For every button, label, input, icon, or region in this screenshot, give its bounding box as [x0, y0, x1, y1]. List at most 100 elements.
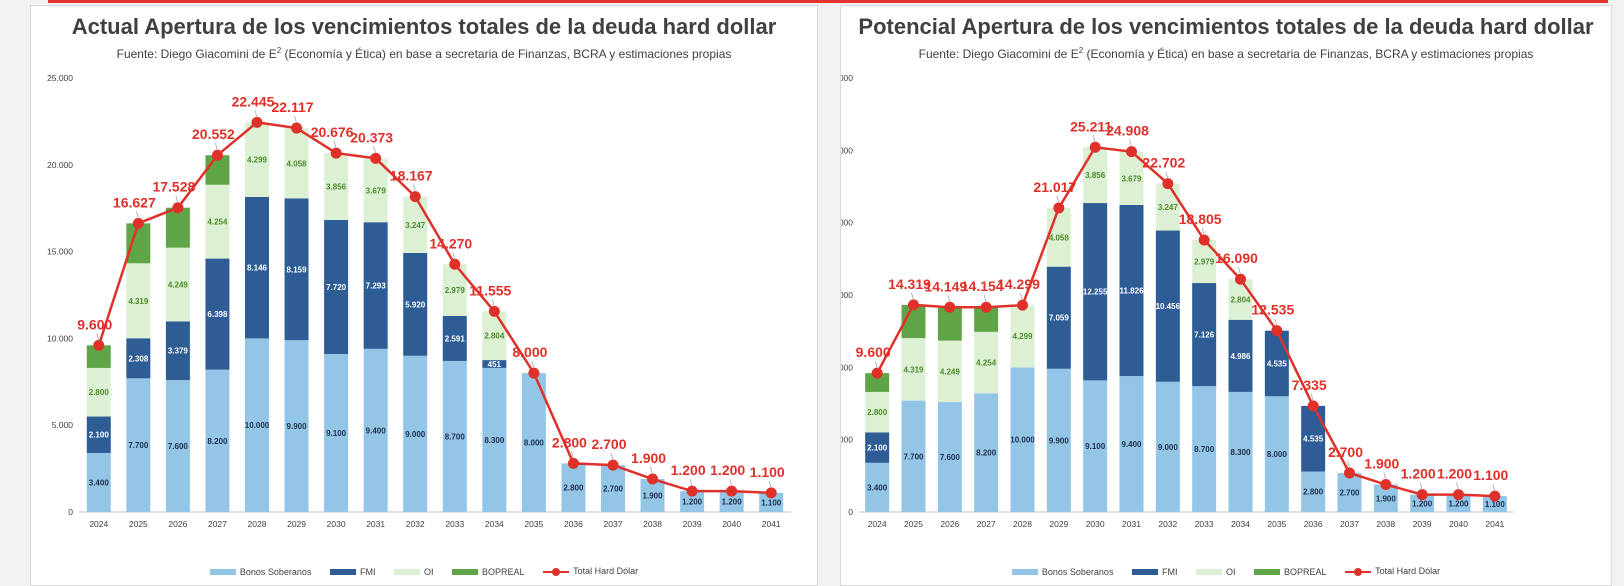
total-leader-line — [571, 451, 574, 459]
data-label-oi: 4.319 — [128, 297, 149, 306]
total-point — [944, 301, 956, 313]
y-tick-label: 0 — [68, 507, 73, 517]
data-label-bonos: 8.000 — [524, 439, 545, 448]
data-label-oi: 4.058 — [1049, 233, 1070, 242]
total-leader-line — [1165, 171, 1169, 179]
bar-fmi — [86, 416, 111, 453]
total-point — [908, 299, 919, 311]
legend-label: FMI — [1161, 566, 1178, 577]
total-data-label: 8.000 — [512, 344, 547, 360]
data-label-bonos: 1.900 — [643, 492, 664, 501]
x-tick-label: 2034 — [485, 519, 504, 529]
total-leader-line — [1492, 483, 1496, 492]
data-label-bonos: 1.200 — [682, 498, 703, 507]
total-point — [172, 202, 184, 214]
total-leader-line — [373, 146, 377, 154]
y-tick-label: 20.000 — [841, 218, 853, 228]
total-data-label: 24.908 — [1106, 123, 1149, 139]
total-point — [567, 457, 579, 469]
total-leader-line — [1238, 267, 1241, 275]
legend-label: OI — [423, 566, 434, 577]
x-tick-label: 2031 — [1122, 519, 1141, 529]
x-tick-label: 2030 — [1086, 519, 1105, 529]
data-label-bonos: 1.200 — [722, 498, 743, 507]
legend-label: Total Hard Dólar — [1375, 566, 1441, 577]
legend-label: Total Hard Dólar — [573, 566, 639, 577]
data-label-bonos: 7.600 — [168, 442, 189, 451]
bar-fmi — [363, 222, 388, 349]
total-leader-line — [689, 479, 693, 487]
total-point — [647, 473, 659, 485]
bar-oi — [974, 331, 999, 394]
bar-oi — [284, 128, 309, 199]
data-label-oi: 2.804 — [484, 332, 505, 341]
total-point — [1416, 489, 1428, 501]
y-tick-label: 25.000 — [841, 145, 853, 155]
legend-label: OI — [1225, 566, 1236, 577]
total-point — [1489, 490, 1501, 502]
chart-plot-potencial: 0 5.000 10.000 15.000 20.000 25.000 30.000 2024… — [841, 73, 1513, 529]
total-data-label: 20.552 — [192, 126, 235, 142]
total-leader-line — [96, 333, 100, 341]
data-label-fmi: 10.456 — [1156, 302, 1181, 311]
y-tick-label: 0 — [848, 507, 853, 517]
data-label-bonos: 7.700 — [903, 452, 924, 461]
total-point — [726, 485, 738, 497]
data-label-bonos: 9.100 — [326, 429, 347, 438]
y-tick-label: 5.000 — [841, 435, 853, 445]
total-point — [1380, 479, 1392, 491]
bar-fmi — [403, 252, 428, 356]
total-leader-line — [333, 140, 337, 149]
data-label-oi: 3.679 — [1121, 174, 1142, 183]
legend-item-fmi: FMI — [329, 567, 375, 577]
legend-swatch-bonos — [1011, 569, 1038, 576]
data-label-bonos: 9.900 — [1049, 436, 1070, 445]
bar-fmi — [245, 196, 269, 339]
data-label-fmi: 2.308 — [128, 354, 149, 363]
chart-subtitle: Fuente: Diego Giacomini de E2 (Economía … — [31, 46, 817, 61]
bar-oi — [1046, 207, 1071, 267]
bar-bonos — [561, 463, 586, 512]
data-label-oi: 2.979 — [1194, 258, 1215, 267]
total-leader-line — [1201, 227, 1205, 236]
bar-bopreal — [937, 307, 962, 341]
subtitle-superscript: 2 — [276, 46, 282, 55]
total-point — [1307, 400, 1319, 412]
bar-bonos — [974, 393, 999, 512]
legend-item-oi: OI — [1195, 566, 1236, 577]
data-label-bonos: 8.000 — [1267, 450, 1288, 459]
bar-fmi — [165, 321, 190, 381]
data-label-oi: 2.800 — [89, 388, 110, 397]
total-point — [980, 301, 992, 313]
y-tick-label: 20.000 — [47, 160, 73, 170]
total-leader-line — [531, 361, 535, 369]
legend-swatch-total — [1345, 567, 1372, 577]
x-tick-label: 2029 — [287, 519, 306, 529]
total-point — [686, 485, 698, 497]
data-label-fmi: 4.535 — [1303, 435, 1324, 444]
data-label-fmi: 2.100 — [89, 431, 110, 440]
x-tick-label: 2024 — [868, 519, 887, 529]
bar-fmi — [1119, 204, 1144, 377]
total-data-label: 1.200 — [710, 462, 745, 478]
x-tick-label: 2041 — [1485, 519, 1504, 529]
bar-bonos — [1010, 367, 1035, 512]
bar-oi — [245, 122, 269, 197]
data-label-oi: 3.247 — [1158, 203, 1179, 212]
data-label-oi: 4.254 — [207, 218, 228, 227]
bar-bonos — [205, 369, 230, 512]
bar-bonos — [719, 491, 744, 512]
total-leader-line — [983, 295, 987, 303]
data-label-bonos: 8.300 — [484, 436, 505, 445]
bar-bonos — [1046, 368, 1071, 512]
legend-item-fmi: FMI — [1131, 566, 1178, 577]
total-point — [765, 487, 777, 499]
total-leader-line — [1419, 482, 1423, 490]
data-label-bonos: 7.700 — [128, 441, 149, 450]
total-data-label: 22.117 — [272, 99, 314, 115]
total-data-label: 1.200 — [1401, 466, 1436, 482]
y-tick-label: 10.000 — [841, 362, 853, 372]
bar-bonos — [1228, 391, 1253, 512]
total-point — [409, 191, 421, 203]
data-label-fmi: 7.059 — [1049, 314, 1070, 323]
